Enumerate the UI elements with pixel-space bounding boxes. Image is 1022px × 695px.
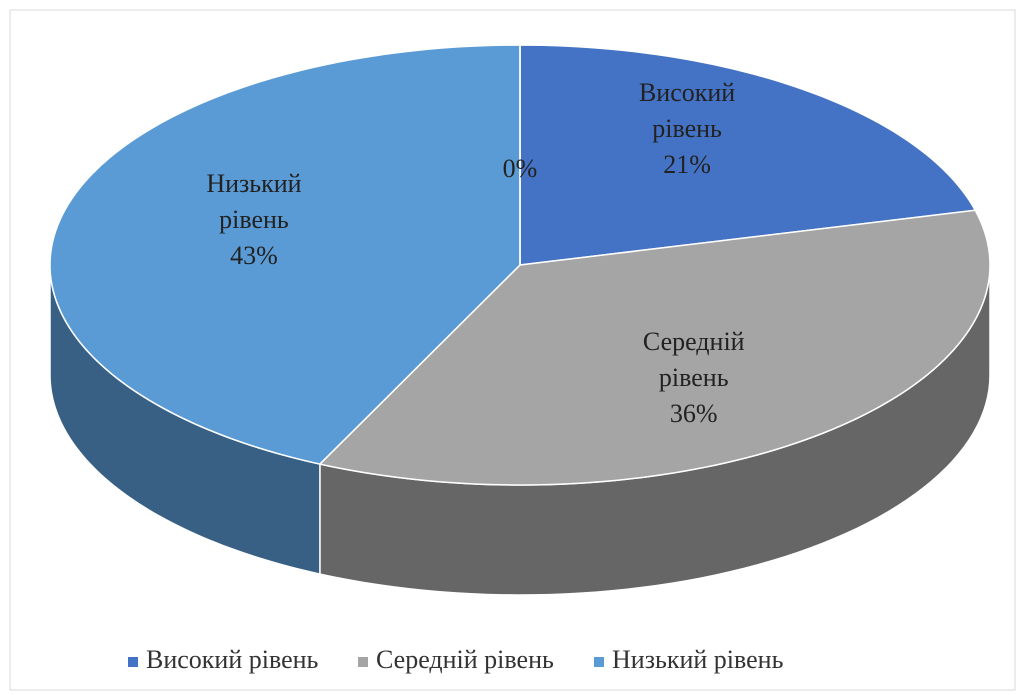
legend-item: Середній рівень — [358, 645, 554, 675]
legend-text: Середній рівень — [376, 645, 554, 674]
legend-item: Високий рівень — [128, 645, 318, 675]
legend-text: Низький рівень — [612, 645, 784, 674]
pie-slice — [519, 44, 977, 266]
legend-item: Низький рівень — [594, 645, 783, 675]
data-label: Високий рівень 21% — [612, 75, 762, 183]
legend-swatch — [594, 657, 604, 668]
legend-text: Високий рівень — [146, 645, 319, 674]
data-label-value: 36% — [669, 398, 718, 428]
legend-swatch — [358, 657, 368, 668]
legend-swatch — [128, 657, 138, 668]
data-label-name: Високий рівень — [638, 77, 736, 143]
data-label-value: 0% — [502, 153, 538, 183]
data-label-value: 21% — [663, 149, 711, 179]
data-label: Середній рівень 36% — [619, 324, 769, 432]
data-label: 0% — [445, 151, 595, 187]
pie-slice — [49, 44, 521, 465]
data-label-value: 43% — [230, 241, 278, 271]
data-label-name: Середній рівень — [642, 326, 745, 392]
data-label-name: Низький рівень — [206, 169, 302, 235]
pie-slice — [318, 209, 991, 486]
data-label: Низький рівень 43% — [179, 166, 329, 274]
